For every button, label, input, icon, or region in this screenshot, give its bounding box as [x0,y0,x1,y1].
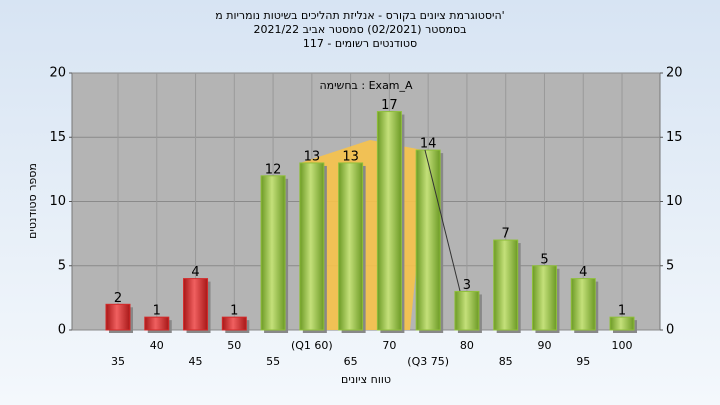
bar [144,316,170,331]
x-tick-label: 80 [460,339,474,352]
x-tick-label: 35 [111,355,125,368]
x-tick-label: 70 [382,339,396,352]
bar [338,162,364,331]
y-tick-label: 0 [58,323,66,338]
y2-tick-label: 20 [666,66,683,81]
value-label: 13 [304,149,321,164]
chart-subtitle: סטודנטים רשומים - 117 [303,37,417,50]
bar [493,239,519,331]
bar [570,278,596,331]
annotation: בחשימה : Exam_A [319,79,413,92]
value-label: 1 [230,304,238,319]
value-label: 5 [540,252,548,267]
bar [609,316,635,331]
value-label: 13 [342,149,359,164]
x-tick-label: 65 [344,355,358,368]
bar [260,175,286,331]
y-axis-label: מספר סטודנטים [26,163,39,239]
value-label: 2 [114,291,122,306]
value-label: 12 [265,162,282,177]
bar [454,290,480,331]
bar [415,149,441,331]
chart-title: היסטוגרמת ציונים בקורס - אנליזת תהליכים … [215,9,504,22]
y-tick-label: 10 [49,194,66,209]
x-tick-label: 85 [499,355,513,368]
x-tick-label: 50 [227,339,241,352]
bar [531,265,557,331]
connector-line [424,149,461,292]
x-tick-label: 90 [537,339,551,352]
value-label: 14 [420,137,437,152]
value-label: 3 [463,278,471,293]
y-tick-label: 5 [58,258,66,273]
bar [105,303,131,331]
x-tick-label: 40 [150,339,164,352]
y2-tick-label: 5 [666,258,674,273]
value-label: 4 [579,265,587,280]
y-tick-label: 20 [49,66,66,81]
x-tick-label: (Q3 75) [407,355,449,368]
x-tick-label: 55 [266,355,280,368]
x-tick-label: 95 [576,355,590,368]
value-label: 17 [381,98,398,113]
bar [376,111,402,331]
bar [299,162,325,331]
chart-subtitle: בסמסטר (02/2021) סמסטר אביב 2021/22 [253,23,466,36]
x-tick-label: 100 [612,339,633,352]
bar [221,316,247,331]
value-label: 1 [618,304,626,319]
bar [183,278,209,331]
value-label: 4 [191,265,199,280]
x-tick-label: 45 [189,355,203,368]
value-label: 7 [502,227,510,242]
y2-tick-label: 15 [666,130,683,145]
y-tick-label: 15 [49,130,66,145]
value-label: 1 [153,304,161,319]
x-axis-label: טווח ציונים [341,373,391,386]
y2-tick-label: 10 [666,194,683,209]
x-tick-label: (Q1 60) [291,339,333,352]
y2-tick-label: 0 [666,323,674,338]
